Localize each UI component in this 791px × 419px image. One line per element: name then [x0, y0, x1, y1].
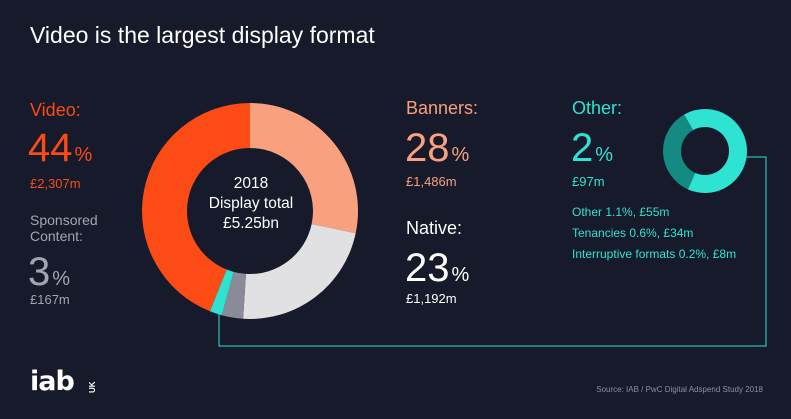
slice-tenancies — [663, 114, 696, 190]
other-breakdown-item: Other 1.1%, £55m — [572, 205, 670, 219]
page-title: Video is the largest display format — [30, 22, 375, 48]
center-year: 2018 — [233, 175, 269, 192]
native-amount: £1,192m — [406, 291, 457, 306]
sponsored-amount: £167m — [30, 292, 70, 307]
banners-percent: 28% — [405, 126, 470, 170]
banners-amount: £1,486m — [406, 174, 457, 189]
slice-sponsored-content — [221, 271, 246, 319]
slice-banners — [250, 103, 358, 234]
sponsored-percent: 3% — [28, 250, 71, 294]
connector-line — [218, 156, 767, 347]
sponsored-label: Sponsored Content: — [30, 212, 98, 244]
other-breakdown-item: Tenancies 0.6%, £34m — [572, 226, 694, 240]
iab-logo-suffix: UK — [88, 381, 97, 393]
center-label: Display total — [208, 195, 294, 212]
native-percent: 23% — [405, 246, 470, 290]
other-donut — [663, 109, 747, 193]
other-amount: £97m — [572, 174, 605, 189]
video-percent: 44% — [28, 126, 93, 170]
source-note: Source: IAB / PwC Digital Adspend Study … — [596, 385, 763, 394]
donut-center-text: 2018 Display total £5.25bn — [186, 174, 316, 234]
slice-video — [142, 103, 250, 312]
banners-label: Banners: — [406, 98, 479, 118]
other-breakdown-item: Interruptive formats 0.2%, £8m — [572, 247, 737, 261]
slice-other — [209, 269, 234, 316]
slice-interruptive-formats — [684, 109, 705, 131]
center-total: £5.25bn — [222, 215, 280, 232]
native-label: Native: — [406, 218, 463, 238]
video-label: Video: — [30, 100, 81, 120]
slice-other — [687, 109, 747, 193]
main-donut — [142, 103, 358, 319]
other-percent: 2% — [571, 126, 614, 170]
video-amount: £2,307m — [30, 176, 81, 191]
other-label: Other: — [572, 98, 623, 118]
iab-logo: iab — [30, 366, 75, 397]
slice-native — [243, 224, 356, 319]
